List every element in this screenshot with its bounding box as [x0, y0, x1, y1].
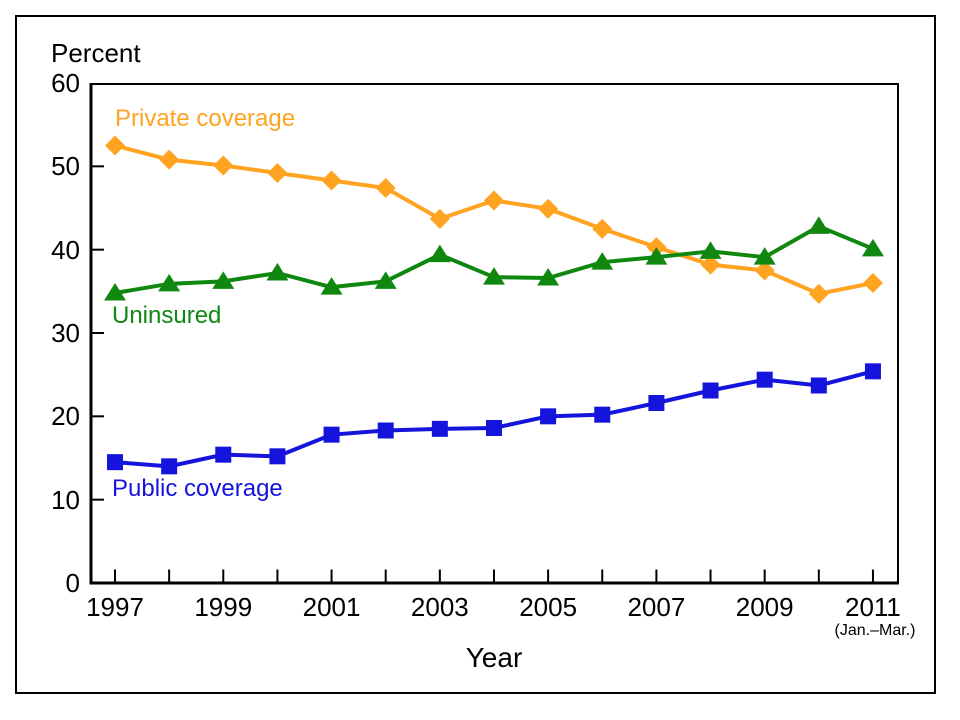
- marker-square-public-coverage: [594, 406, 611, 423]
- marker-triangle-uninsured: [212, 271, 235, 289]
- marker-diamond-private-coverage: [700, 254, 721, 275]
- marker-triangle-uninsured: [428, 244, 451, 263]
- marker-triangle-uninsured: [482, 267, 505, 285]
- marker-triangle-uninsured: [807, 216, 830, 234]
- x-tick-label-2001: 2001: [302, 592, 361, 622]
- marker-triangle-uninsured: [158, 273, 181, 292]
- marker-square-public-coverage: [810, 377, 827, 394]
- marker-triangle-uninsured: [753, 247, 776, 265]
- marker-triangle-uninsured: [537, 268, 560, 286]
- marker-square-public-coverage: [323, 426, 340, 443]
- series-label-private-coverage: Private coverage: [115, 105, 296, 132]
- marker-diamond-private-coverage: [592, 218, 613, 239]
- x-tick-label-2005: 2005: [519, 592, 578, 622]
- y-tick-label-30: 30: [51, 318, 80, 348]
- marker-triangle-uninsured: [591, 252, 614, 270]
- marker-triangle-uninsured: [374, 271, 397, 289]
- marker-diamond-private-coverage: [321, 170, 342, 191]
- y-tick-label-50: 50: [51, 151, 80, 182]
- x-axis-period-note: (Jan.–Mar.): [834, 622, 916, 639]
- marker-square-public-coverage: [485, 420, 502, 436]
- marker-square-public-coverage: [269, 448, 286, 465]
- x-axis-title: Year: [465, 642, 523, 673]
- marker-diamond-private-coverage: [375, 178, 396, 198]
- x-tick-label-1997: 1997: [86, 592, 144, 622]
- y-tick-label-40: 40: [51, 234, 80, 265]
- marker-square-public-coverage: [540, 408, 557, 425]
- x-tick-label-2009: 2009: [735, 592, 794, 622]
- y-tick-label-60: 60: [51, 68, 80, 98]
- marker-diamond-private-coverage: [159, 149, 180, 170]
- marker-square-public-coverage: [864, 363, 881, 380]
- chart-plot-area: [89, 83, 899, 585]
- marker-square-public-coverage: [161, 458, 178, 475]
- x-tick-label-2011: 2011: [844, 592, 901, 622]
- series-label-public-coverage: Public coverage: [112, 475, 283, 502]
- marker-diamond-private-coverage: [267, 163, 288, 183]
- y-tick-label-20: 20: [51, 401, 80, 432]
- marker-diamond-private-coverage: [483, 190, 504, 211]
- marker-triangle-uninsured: [699, 241, 722, 259]
- plot-frame: [90, 83, 899, 584]
- marker-triangle-uninsured: [320, 277, 343, 295]
- marker-square-public-coverage: [702, 382, 719, 399]
- marker-square-public-coverage: [648, 395, 665, 411]
- marker-square-public-coverage: [377, 422, 394, 439]
- marker-triangle-uninsured: [104, 283, 126, 301]
- marker-diamond-private-coverage: [105, 135, 125, 156]
- marker-square-public-coverage: [756, 371, 773, 388]
- marker-diamond-private-coverage: [862, 273, 883, 293]
- marker-diamond-private-coverage: [213, 155, 234, 176]
- y-tick-label-10: 10: [51, 484, 80, 515]
- marker-triangle-uninsured: [861, 238, 884, 257]
- y-axis-unit-label: Percent: [51, 38, 141, 68]
- marker-diamond-private-coverage: [538, 198, 559, 219]
- marker-triangle-uninsured: [645, 247, 668, 265]
- marker-diamond-private-coverage: [754, 260, 775, 281]
- marker-diamond-private-coverage: [429, 208, 450, 229]
- series-label-uninsured: Uninsured: [112, 302, 222, 329]
- marker-diamond-private-coverage: [808, 283, 829, 304]
- marker-square-public-coverage: [215, 446, 232, 463]
- marker-triangle-uninsured: [266, 263, 289, 281]
- y-tick-label-0: 0: [65, 568, 80, 598]
- marker-square-public-coverage: [107, 454, 123, 471]
- x-tick-label-1999: 1999: [194, 592, 253, 622]
- x-tick-label-2007: 2007: [627, 592, 686, 622]
- x-tick-label-2003: 2003: [410, 592, 469, 622]
- marker-square-public-coverage: [431, 420, 448, 437]
- figure-border: [15, 15, 936, 694]
